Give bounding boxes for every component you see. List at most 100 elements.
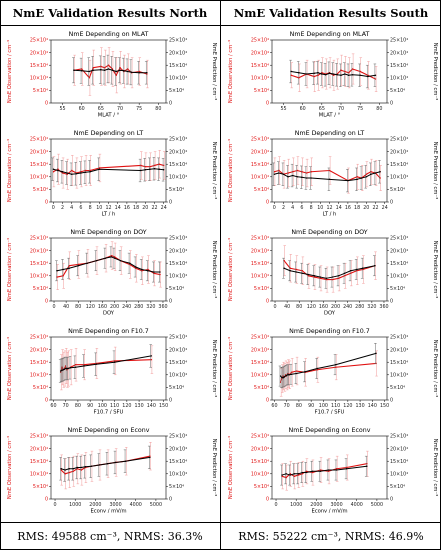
data-point bbox=[356, 178, 358, 181]
y-axis-label-observation: NmE Observation / cm⁻³ bbox=[7, 40, 13, 103]
series-prediction bbox=[282, 255, 376, 289]
xtick-label: 100 bbox=[98, 403, 107, 409]
xtick-label: 200 bbox=[110, 304, 119, 310]
xtick-label: 120 bbox=[307, 304, 316, 310]
ytick-left-label: 0 bbox=[45, 101, 48, 107]
ytick-left-label: 10×10⁴ bbox=[251, 373, 269, 379]
ytick-right-label: 10×10⁴ bbox=[390, 274, 408, 280]
xtick-label: 130 bbox=[135, 403, 144, 409]
data-point bbox=[289, 270, 291, 272]
ytick-right-label: 25×10⁴ bbox=[169, 335, 187, 341]
data-point bbox=[111, 68, 114, 70]
xtick-label: 40 bbox=[63, 304, 69, 310]
data-point bbox=[71, 173, 73, 175]
series-prediction bbox=[55, 246, 161, 283]
data-point bbox=[283, 376, 285, 378]
ytick-left-label: 25×10⁴ bbox=[251, 38, 269, 44]
chart-title: NmE Depending on F10.7 bbox=[289, 328, 370, 335]
data-point bbox=[62, 369, 64, 371]
xtick-label: 14 bbox=[115, 205, 121, 211]
ytick-left-label: 5×10⁴ bbox=[33, 88, 48, 94]
xtick-label: 55 bbox=[59, 106, 65, 112]
xtick-label: 3000 bbox=[109, 502, 121, 508]
data-point bbox=[138, 72, 140, 74]
xtick-label: 16 bbox=[345, 205, 351, 211]
data-point bbox=[74, 366, 77, 368]
xtick-label: 0 bbox=[52, 304, 55, 310]
ytick-right-label: 20×10⁴ bbox=[390, 248, 408, 254]
data-point bbox=[283, 267, 285, 269]
data-point bbox=[146, 72, 148, 74]
data-point bbox=[290, 70, 292, 73]
data-point bbox=[279, 375, 282, 377]
header-north: NmE Validation Results North bbox=[13, 6, 208, 20]
plot-frame bbox=[50, 435, 167, 500]
xtick-label: 70 bbox=[117, 106, 123, 112]
ytick-left-label: 20×10⁴ bbox=[251, 347, 269, 353]
data-point bbox=[374, 74, 377, 76]
xtick-label: 0 bbox=[54, 502, 57, 508]
ytick-left-label: 5×10⁴ bbox=[254, 385, 269, 391]
data-point bbox=[304, 371, 306, 373]
y-axis-label-prediction: NmE Prediction / cm⁻³ bbox=[432, 340, 438, 397]
panel-1: NmE Depending on MLAT 0 0 5×10⁴ 5×10⁴ 10×10⁴ 1… bbox=[228, 31, 438, 119]
y-axis-label-prediction: NmE Prediction / cm⁻³ bbox=[211, 439, 217, 496]
ytick-left-label: 15×10⁴ bbox=[251, 360, 269, 366]
data-point bbox=[345, 468, 348, 470]
data-point bbox=[317, 72, 319, 74]
data-point bbox=[159, 271, 161, 273]
data-point bbox=[63, 368, 66, 370]
xtick-label: 2000 bbox=[89, 502, 101, 508]
ytick-left-label: 25×10⁴ bbox=[251, 335, 269, 341]
xtick-label: 60 bbox=[271, 403, 277, 409]
ytick-right-label: 25×10⁴ bbox=[169, 137, 187, 143]
ytick-left-label: 5×10⁴ bbox=[254, 88, 269, 94]
data-point bbox=[288, 374, 290, 376]
xtick-label: 80 bbox=[155, 106, 161, 112]
data-point bbox=[98, 168, 101, 170]
data-point bbox=[301, 471, 303, 474]
series-prediction bbox=[280, 455, 368, 486]
data-point bbox=[141, 270, 143, 272]
data-point bbox=[62, 268, 64, 271]
data-point bbox=[336, 74, 338, 76]
data-point bbox=[77, 265, 79, 267]
data-point bbox=[359, 74, 361, 76]
xtick-label: 1000 bbox=[69, 502, 81, 508]
ytick-right-label: 15×10⁴ bbox=[390, 63, 408, 69]
data-point bbox=[124, 460, 127, 462]
data-point bbox=[370, 173, 372, 175]
ytick-right-label: 15×10⁴ bbox=[390, 261, 408, 267]
data-point bbox=[64, 469, 66, 471]
data-point bbox=[76, 466, 78, 469]
data-point bbox=[103, 69, 106, 71]
data-point bbox=[337, 275, 340, 277]
y-axis-label-prediction: NmE Prediction / cm⁻³ bbox=[432, 241, 438, 298]
xtick-label: 20 bbox=[363, 205, 369, 211]
ytick-left-label: 5×10⁴ bbox=[254, 187, 269, 193]
xtick-label: 60 bbox=[300, 106, 306, 112]
xtick-label: 75 bbox=[136, 106, 142, 112]
xtick-label: 150 bbox=[159, 403, 168, 409]
xtick-label: 200 bbox=[331, 304, 340, 310]
data-point bbox=[113, 257, 116, 259]
xtick-label: 160 bbox=[319, 304, 328, 310]
data-point bbox=[340, 74, 342, 76]
xtick-label: 320 bbox=[146, 304, 155, 310]
ytick-right-label: 0 bbox=[169, 101, 172, 107]
data-point bbox=[68, 265, 70, 267]
x-axis-label: Econv / mV/m bbox=[90, 509, 126, 515]
data-point bbox=[64, 367, 67, 370]
xtick-label: 110 bbox=[331, 403, 340, 409]
data-point bbox=[305, 471, 307, 474]
data-point bbox=[313, 275, 316, 277]
series-line bbox=[56, 256, 160, 273]
data-point bbox=[307, 273, 310, 276]
data-point bbox=[285, 473, 287, 475]
data-point bbox=[305, 73, 308, 75]
data-point bbox=[57, 168, 59, 170]
data-point bbox=[319, 276, 322, 278]
